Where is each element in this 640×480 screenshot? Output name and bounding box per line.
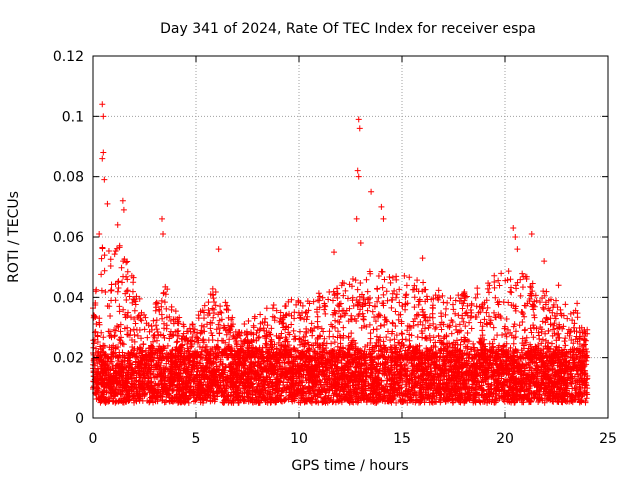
data-point [326, 369, 333, 376]
data-point [219, 399, 226, 406]
data-point [489, 396, 496, 403]
data-point [190, 398, 197, 405]
data-point [120, 341, 127, 348]
data-point [449, 399, 456, 406]
data-point [213, 359, 220, 366]
data-point [185, 347, 192, 354]
grid-lines [93, 56, 608, 418]
data-point [583, 395, 590, 402]
scatter-points [90, 101, 591, 406]
data-point [167, 365, 174, 372]
data-point [538, 372, 545, 379]
data-point [406, 343, 413, 350]
data-point [298, 378, 305, 385]
